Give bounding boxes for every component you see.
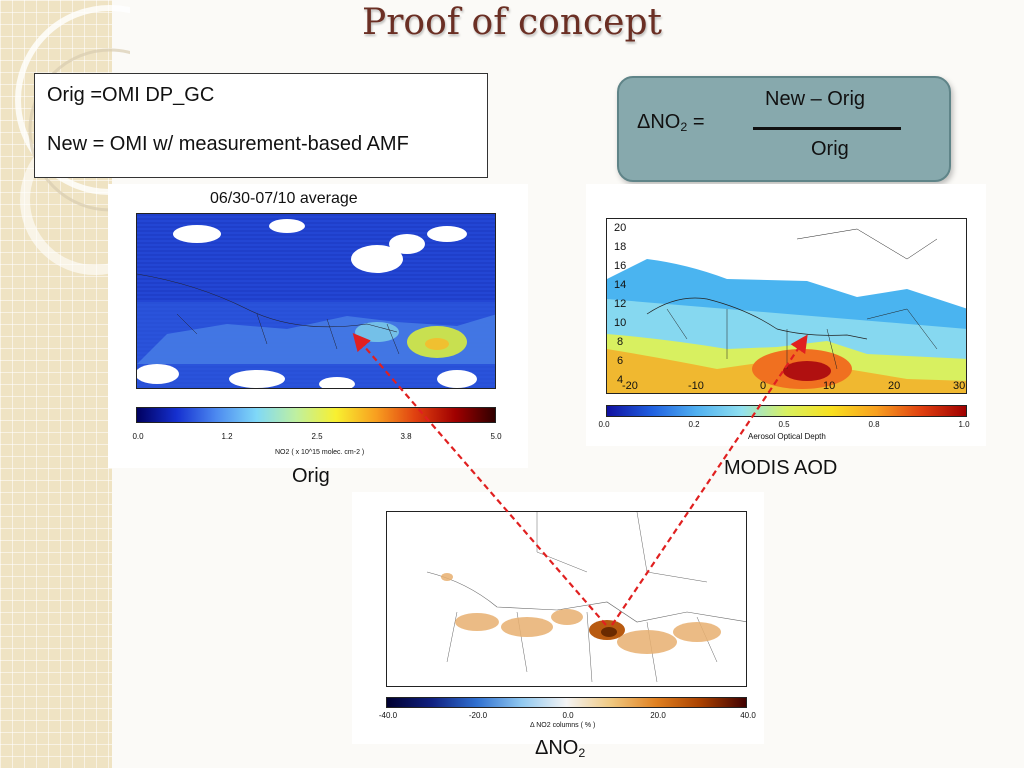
orig-map-title: 06/30-07/10 average	[210, 190, 358, 207]
orig-colorbar-tick: 5.0	[490, 432, 502, 441]
modis-y-tick: 16	[614, 260, 627, 272]
modis-x-tick: -10	[688, 380, 704, 392]
modis-x-tick: 10	[823, 380, 836, 392]
modis-x-tick: 0	[760, 380, 767, 392]
delta-colorbar-tick: 0.0	[562, 711, 574, 720]
modis-y-tick: 18	[614, 241, 627, 253]
modis-y-tick: 10	[614, 317, 627, 329]
modis-colorbar-tick: 0.0	[598, 420, 610, 429]
modis-y-tick: 12	[614, 298, 627, 310]
definitions-box: Orig =OMI DP_GC New = OMI w/ measurement…	[34, 73, 488, 178]
orig-colorbar	[136, 407, 496, 423]
formula-numerator: New – Orig	[765, 88, 866, 110]
orig-no2-map	[136, 213, 496, 389]
modis-y-tick: 6	[617, 355, 624, 367]
fraction-bar	[753, 127, 901, 130]
modis-colorbar-label: Aerosol Optical Depth	[748, 432, 826, 441]
orig-colorbar-tick: 0.0	[132, 432, 144, 441]
modis-colorbar-tick: 0.8	[868, 420, 880, 429]
orig-colorbar-tick: 3.8	[400, 432, 412, 441]
orig-caption: Orig	[292, 465, 330, 487]
formula-box: ΔNO2 = New – Orig Orig	[617, 76, 951, 182]
modis-colorbar	[606, 405, 967, 417]
delta-colorbar-tick: -20.0	[468, 711, 488, 720]
formula-denominator: Orig	[811, 138, 849, 160]
modis-aod-map	[606, 218, 967, 394]
delta-colorbar-label: Δ NO2 columns ( % )	[530, 722, 596, 729]
orig-colorbar-label: NO2 ( x 10^15 molec. cm-2 )	[275, 449, 365, 456]
modis-y-tick: 14	[614, 279, 627, 291]
modis-colorbar-tick: 1.0	[958, 420, 970, 429]
delta-no2-map	[386, 511, 747, 687]
slide-title: Proof of concept	[362, 2, 662, 43]
delta-colorbar-tick: -40.0	[378, 711, 398, 720]
modis-y-tick: 8	[617, 336, 624, 348]
modis-caption: MODIS AOD	[724, 457, 838, 479]
modis-x-tick: 20	[888, 380, 901, 392]
delta-colorbar-tick: 20.0	[650, 711, 666, 720]
modis-x-tick: 30	[953, 380, 966, 392]
orig-colorbar-tick: 2.5	[311, 432, 323, 441]
modis-y-tick: 20	[614, 222, 627, 234]
orig-definition: Orig =OMI DP_GC	[47, 84, 215, 106]
formula-lhs: ΔNO2 =	[637, 111, 705, 135]
orig-colorbar-tick: 1.2	[221, 432, 233, 441]
delta-colorbar-tick: 40.0	[740, 711, 756, 720]
delta-colorbar	[386, 697, 747, 708]
delta-caption: ΔNO2	[535, 737, 586, 761]
modis-x-tick: -20	[622, 380, 638, 392]
modis-colorbar-tick: 0.2	[688, 420, 700, 429]
new-definition: New = OMI w/ measurement-based AMF	[47, 133, 409, 155]
modis-colorbar-tick: 0.5	[778, 420, 790, 429]
